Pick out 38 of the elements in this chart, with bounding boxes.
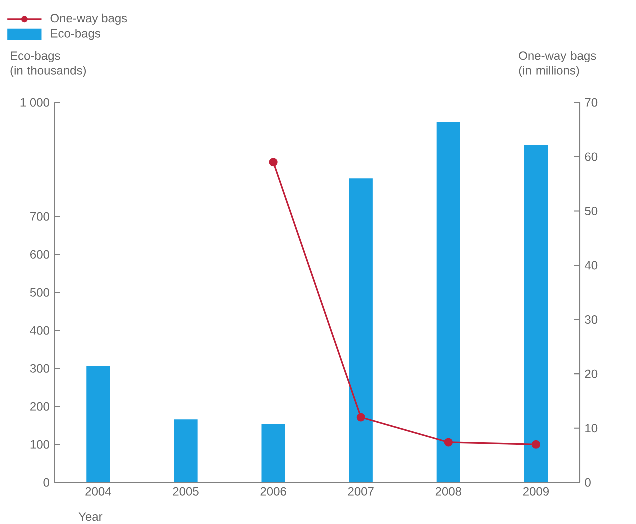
y-tick-label: 100	[30, 440, 50, 449]
y2-tick-label: 60	[585, 152, 598, 162]
bar	[262, 424, 286, 483]
x-tick-label: 2005	[173, 487, 199, 496]
x-tick-label: 2007	[348, 487, 374, 496]
bar	[349, 178, 373, 483]
y-tick-label: 700	[30, 212, 50, 221]
bar	[436, 122, 460, 483]
y2-tick-label: 0	[585, 478, 591, 487]
bar	[86, 366, 110, 483]
y2-tick-label: 40	[584, 261, 598, 270]
legend-label: One-way bags	[50, 14, 128, 26]
x-tick-label: 2008	[436, 487, 462, 496]
y-tick-label: 0	[44, 478, 50, 487]
point	[356, 413, 366, 422]
y2-tick-label: 20	[585, 370, 598, 378]
y-axis-title: Eco-bags (in thousands)	[10, 51, 86, 78]
y-tick-label: 400	[30, 326, 50, 335]
y2-axis-title: One-way bags (in millions)	[519, 51, 596, 78]
point	[269, 158, 278, 167]
y2-tick-label: 30	[585, 316, 598, 324]
y-tick-label: 300	[30, 364, 50, 373]
y2-tick-label: 50	[585, 206, 598, 216]
bar	[524, 145, 548, 483]
x-tick-label: 2006	[260, 487, 286, 496]
y-tick-label: 600	[30, 250, 50, 259]
legend-label: Eco-bags	[51, 29, 100, 40]
point	[532, 440, 540, 449]
y-tick-label: 500	[30, 288, 50, 297]
y2-tick-label: 10	[586, 424, 598, 433]
y-tick-label: 1 000	[20, 98, 50, 107]
x-tick-label: 2004	[86, 487, 112, 496]
point	[444, 438, 453, 447]
x-tick-label: 2009	[523, 487, 549, 496]
x-axis-title: Year	[78, 512, 103, 522]
bar	[174, 420, 198, 483]
y2-tick-label: 70	[585, 98, 598, 107]
y-tick-label: 200	[30, 402, 50, 411]
